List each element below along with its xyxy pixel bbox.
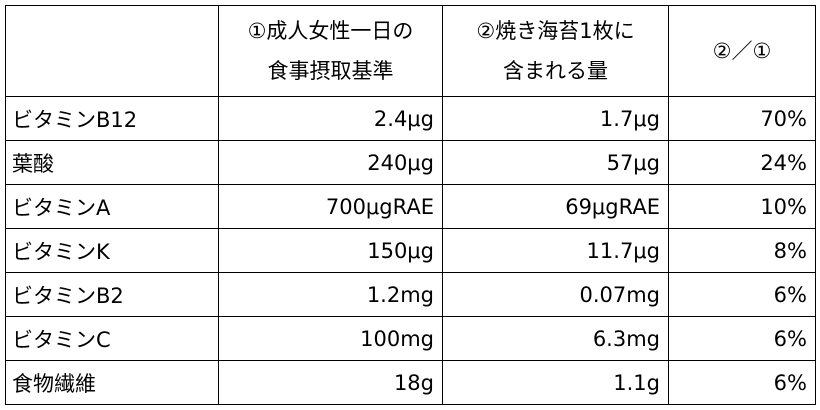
ratio-value: 24% <box>668 140 816 185</box>
header-standard: ①成人女性一日の 食事摂取基準 <box>218 5 443 97</box>
header-empty <box>5 5 219 97</box>
standard-value: 1.2mg <box>218 272 443 317</box>
nutrient-name: ビタミンB2 <box>5 272 219 317</box>
ratio-value: 10% <box>668 184 816 229</box>
standard-value: 18g <box>218 360 443 405</box>
standard-value: 700μgRAE <box>218 184 443 229</box>
table-row: 食物繊維 18g 1.1g 6% <box>5 360 816 405</box>
standard-value: 2.4μg <box>218 96 443 141</box>
nori-value: 1.1g <box>442 360 669 405</box>
nori-value: 1.7μg <box>442 96 669 141</box>
nutrient-name: ビタミンK <box>5 228 219 273</box>
ratio-value: 6% <box>668 316 816 361</box>
table-row: ビタミンA 700μgRAE 69μgRAE 10% <box>5 184 816 229</box>
nutrition-table: ①成人女性一日の 食事摂取基準 ②焼き海苔1枚に 含まれる量 ②／① ビタミンB12… <box>5 5 816 405</box>
ratio-value: 70% <box>668 96 816 141</box>
header-line: 食事摂取基準 <box>267 59 394 83</box>
ratio-value: 6% <box>668 272 816 317</box>
header-nori: ②焼き海苔1枚に 含まれる量 <box>442 5 669 97</box>
header-line: 含まれる量 <box>503 59 608 83</box>
nutrient-name: ビタミンC <box>5 316 219 361</box>
ratio-value: 6% <box>668 360 816 405</box>
nori-value: 69μgRAE <box>442 184 669 229</box>
standard-value: 150μg <box>218 228 443 273</box>
standard-value: 100mg <box>218 316 443 361</box>
table-row: ビタミンK 150μg 11.7μg 8% <box>5 228 816 273</box>
header-ratio: ②／① <box>668 5 816 97</box>
table-row: ビタミンB2 1.2mg 0.07mg 6% <box>5 272 816 317</box>
nutrient-name: 葉酸 <box>5 140 219 185</box>
ratio-value: 8% <box>668 228 816 273</box>
nori-value: 11.7μg <box>442 228 669 273</box>
nutrient-name: ビタミンB12 <box>5 96 219 141</box>
header-row: ①成人女性一日の 食事摂取基準 ②焼き海苔1枚に 含まれる量 ②／① <box>5 5 816 97</box>
nori-value: 57μg <box>442 140 669 185</box>
table-row: 葉酸 240μg 57μg 24% <box>5 140 816 185</box>
nori-value: 0.07mg <box>442 272 669 317</box>
table-row: ビタミンC 100mg 6.3mg 6% <box>5 316 816 361</box>
table-row: ビタミンB12 2.4μg 1.7μg 70% <box>5 96 816 141</box>
nutrient-name: ビタミンA <box>5 184 219 229</box>
header-line: ①成人女性一日の <box>247 19 414 43</box>
nutrient-name: 食物繊維 <box>5 360 219 405</box>
standard-value: 240μg <box>218 140 443 185</box>
nori-value: 6.3mg <box>442 316 669 361</box>
header-line: ②焼き海苔1枚に <box>476 19 635 43</box>
